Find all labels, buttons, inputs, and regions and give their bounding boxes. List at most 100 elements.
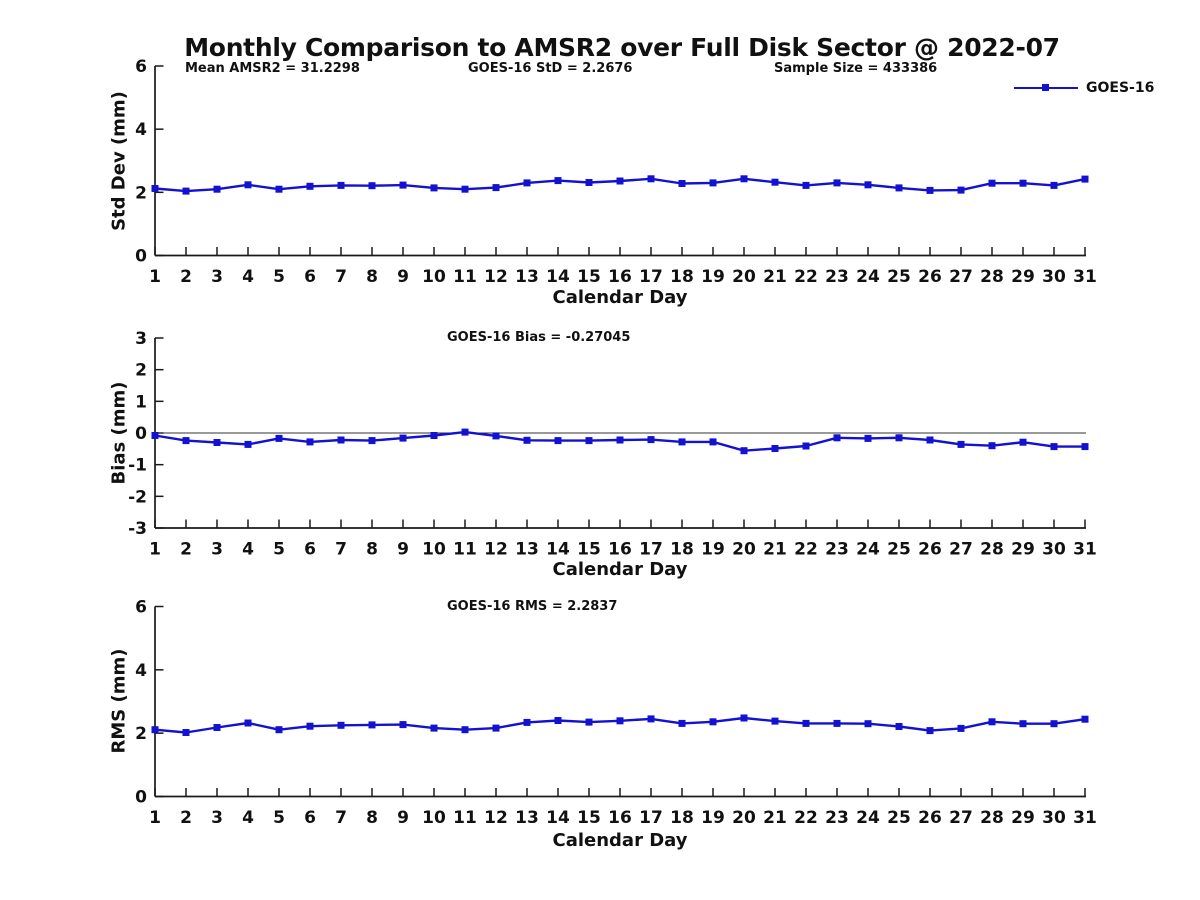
x-tick-label: 19	[701, 808, 725, 828]
data-point	[926, 186, 934, 194]
data-point	[895, 723, 903, 730]
x-tick-label: 25	[887, 808, 911, 828]
data-point	[988, 442, 996, 450]
x-tick-label: 14	[546, 267, 570, 287]
data-point	[585, 179, 593, 186]
x-tick-label: 30	[1042, 540, 1066, 560]
data-point	[585, 437, 593, 445]
x-tick-label: 6	[304, 540, 316, 560]
data-point	[430, 184, 438, 192]
y-tick-label: 1	[135, 392, 147, 412]
data-point	[430, 724, 438, 732]
x-tick-label: 24	[856, 267, 880, 287]
data-point	[399, 434, 407, 442]
data-point	[740, 447, 748, 455]
x-tick-label: 31	[1073, 808, 1097, 828]
data-point	[492, 724, 500, 732]
data-point	[368, 721, 376, 729]
data-point	[895, 434, 903, 442]
x-tick-label: 31	[1073, 540, 1097, 560]
y-tick-label: 0	[135, 788, 147, 808]
x-tick-label: 4	[242, 808, 254, 828]
data-point	[275, 185, 283, 193]
data-point	[523, 179, 531, 187]
data-point	[337, 181, 345, 189]
x-tick-label: 8	[366, 267, 378, 287]
x-tick-label: 31	[1073, 267, 1097, 287]
x-tick-label: 3	[211, 267, 223, 287]
x-tick-label: 18	[670, 808, 694, 828]
x-tick-label: 2	[180, 267, 192, 287]
data-point	[213, 724, 221, 731]
x-tick-label: 12	[484, 267, 508, 287]
chart-title: Monthly Comparison to AMSR2 over Full Di…	[184, 33, 1060, 62]
data-point	[492, 184, 500, 192]
x-axis-label-panel1: Calendar Day	[552, 287, 688, 308]
x-tick-label: 16	[608, 540, 632, 560]
x-tick-label: 24	[856, 808, 880, 828]
y-tick-label: 6	[135, 598, 147, 618]
x-tick-label: 14	[546, 540, 570, 560]
data-point	[554, 177, 562, 185]
annotation-goes16-bias: GOES-16 Bias = -0.27045	[447, 330, 631, 345]
x-tick-label: 4	[242, 540, 254, 560]
x-tick-label: 23	[825, 267, 849, 287]
data-point	[771, 178, 779, 186]
data-point	[337, 721, 345, 729]
x-tick-label: 8	[366, 540, 378, 560]
x-tick-label: 7	[335, 808, 347, 828]
data-point	[957, 186, 965, 194]
x-tick-label: 17	[639, 808, 663, 828]
x-tick-label: 1	[149, 808, 161, 828]
y-tick-label: 4	[135, 120, 147, 140]
data-point	[926, 436, 934, 444]
data-point	[275, 726, 283, 734]
x-tick-label: 26	[918, 267, 942, 287]
x-tick-label: 20	[732, 540, 756, 560]
data-point	[988, 718, 996, 726]
x-tick-label: 7	[335, 540, 347, 560]
x-tick-label: 22	[794, 267, 818, 287]
y-tick-label: -3	[128, 519, 147, 539]
data-point	[864, 720, 872, 728]
legend-label-goes16: GOES-16	[1086, 80, 1155, 96]
data-point	[275, 434, 283, 442]
data-point	[1081, 715, 1089, 723]
x-tick-label: 3	[211, 540, 223, 560]
x-tick-label: 21	[763, 808, 787, 828]
data-point	[244, 719, 252, 727]
y-tick-label: 3	[135, 329, 147, 349]
y-tick-label: 2	[135, 724, 147, 744]
data-point	[1050, 720, 1058, 728]
data-point	[802, 181, 810, 189]
x-tick-label: 1	[149, 267, 161, 287]
data-point	[833, 719, 841, 727]
data-point	[864, 434, 872, 442]
data-point	[647, 436, 655, 444]
x-tick-label: 3	[211, 808, 223, 828]
data-point	[182, 729, 190, 736]
x-tick-label: 11	[453, 267, 477, 287]
y-tick-label: 2	[135, 361, 147, 381]
annotation-sample-size: Sample Size = 433386	[774, 61, 938, 76]
data-point	[554, 437, 562, 445]
x-tick-label: 19	[701, 540, 725, 560]
x-tick-label: 16	[608, 267, 632, 287]
data-point	[399, 181, 407, 189]
data-point	[461, 428, 469, 436]
x-tick-label: 19	[701, 267, 725, 287]
data-point	[1019, 438, 1027, 446]
data-point	[306, 438, 314, 446]
data-point	[709, 179, 717, 187]
y-axis-label-bias: Bias (mm)	[108, 381, 130, 485]
x-tick-label: 28	[980, 540, 1004, 560]
data-point	[523, 718, 531, 726]
x-tick-label: 9	[397, 808, 409, 828]
data-point	[678, 438, 686, 446]
data-point	[802, 442, 810, 450]
data-point	[182, 187, 190, 195]
x-tick-label: 20	[732, 267, 756, 287]
x-tick-label: 5	[273, 267, 285, 287]
